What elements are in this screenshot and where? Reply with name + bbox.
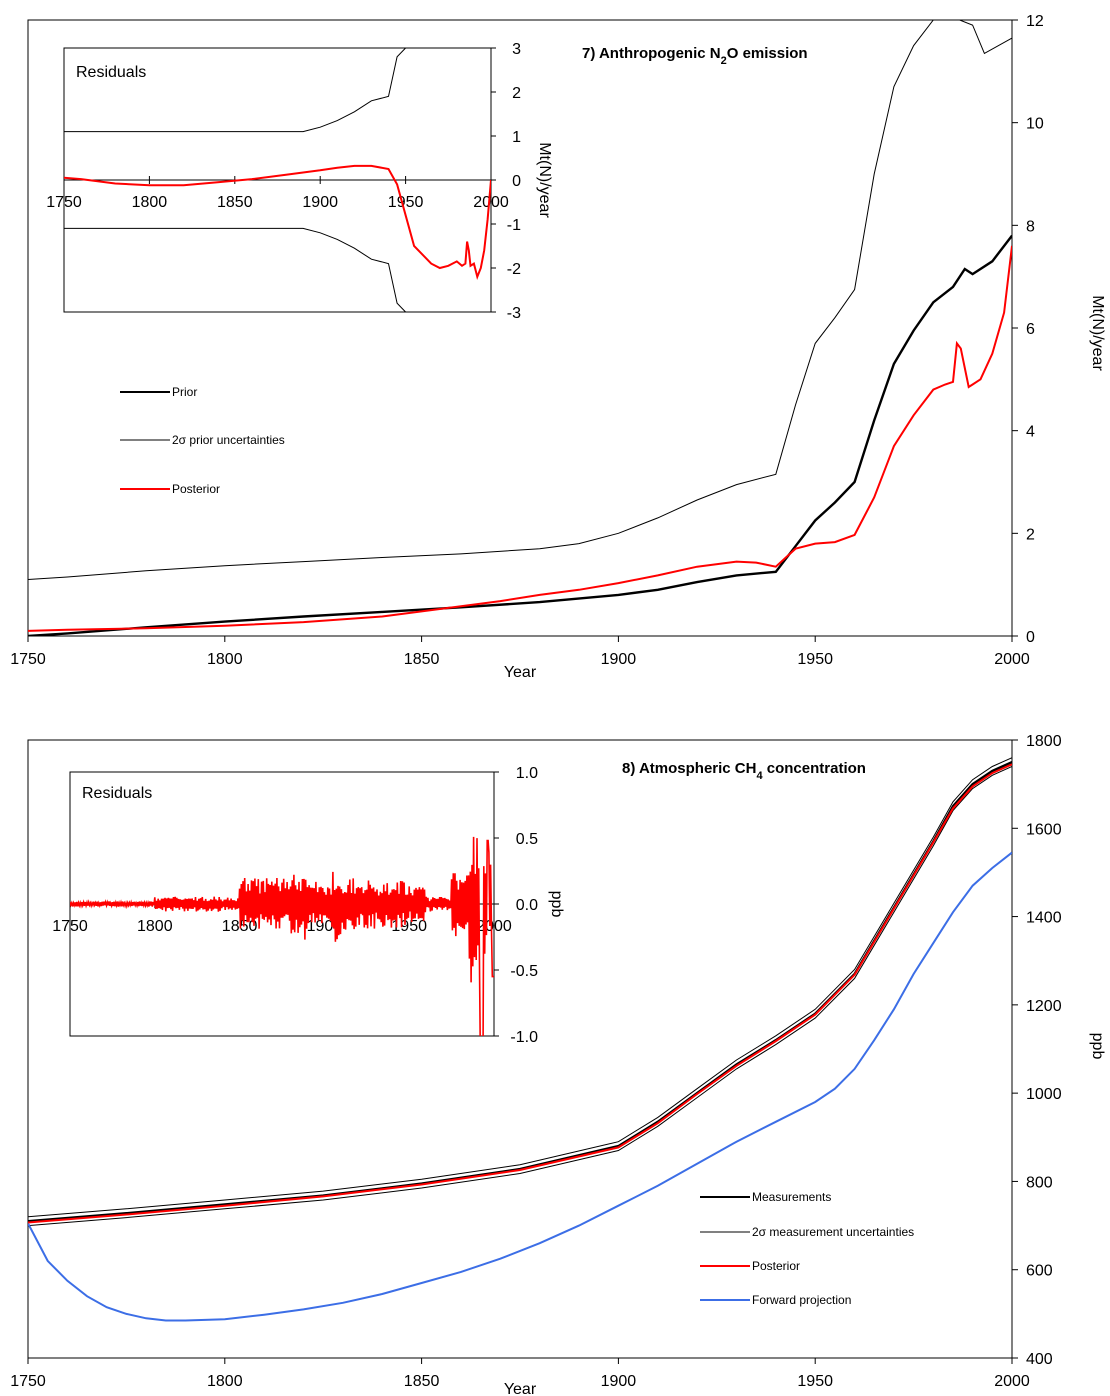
n2o-legend-posterior-label: Posterior xyxy=(172,482,220,496)
n2o-x-tick-label: 1750 xyxy=(10,651,46,668)
n2o-inset-x-tick-label: 1750 xyxy=(46,194,82,211)
ch4-chart-title: 8) Atmospheric CH4 concentration xyxy=(622,760,866,782)
n2o-inset-lower-line xyxy=(64,227,406,312)
n2o-x-tick-label: 2000 xyxy=(994,651,1030,668)
n2o-y-tick-label: 12 xyxy=(1026,13,1044,30)
ch4-x-tick-label: 1800 xyxy=(207,1373,243,1390)
ch4-residuals-inset: Residuals ppb 1750 1800 1850 1900 1950 2000-1… xyxy=(52,765,565,1046)
ch4-inset-residual-line xyxy=(70,836,494,1036)
ch4-inset-y-tick-label: 0.0 xyxy=(516,897,538,914)
ch4-inset-y-tick-label: 0.5 xyxy=(516,831,538,848)
ch4-y-tick-label: 400 xyxy=(1026,1351,1053,1368)
ch4-legend-posterior-label: Posterior xyxy=(752,1259,800,1273)
ch4-inset-series-group xyxy=(70,836,494,1036)
ch4-y-tick-label: 1800 xyxy=(1026,733,1062,750)
n2o-inset-x-tick-label: 1850 xyxy=(217,194,253,211)
n2o-uncertainty-line xyxy=(28,20,1012,580)
ch4-legend-uncertainty-label: 2σ measurement uncertainties xyxy=(752,1225,914,1239)
n2o-residuals-inset: Residuals Mt(N)/year 1750 1800 1850 1900 195… xyxy=(46,41,553,322)
ch4-inset-x-tick-label: 1800 xyxy=(137,918,173,935)
n2o-inset-x-tick-label: 1900 xyxy=(302,194,338,211)
ch4-inset-y-tick-label: -0.5 xyxy=(510,963,538,980)
ch4-axes: 1750 1800 1850 1900 1950 2000 400 600 800 1000 120… xyxy=(10,733,1061,1390)
ch4-legend-forward-label: Forward projection xyxy=(752,1293,851,1307)
n2o-inset-x-tick-label: 1950 xyxy=(388,194,424,211)
n2o-inset-series-group xyxy=(64,48,491,312)
ch4-uncertainty-lower-line xyxy=(28,766,1012,1227)
ch4-series-group xyxy=(28,757,1012,1322)
n2o-inset-y-tick-label: 1 xyxy=(512,129,521,146)
n2o-inset-upper-line xyxy=(64,48,406,133)
n2o-inset-residual-line xyxy=(64,164,491,281)
n2o-inset-title: Residuals xyxy=(76,64,146,81)
ch4-inset-x-tick-label: 1750 xyxy=(52,918,88,935)
n2o-x-tick-label: 1900 xyxy=(601,651,637,668)
ch4-uncertainty-upper-line xyxy=(28,757,1012,1218)
n2o-y-tick-label: 4 xyxy=(1026,424,1035,441)
n2o-inset-y-tick-label: 2 xyxy=(512,85,521,102)
n2o-inset-y-tick-label: -1 xyxy=(507,217,521,234)
ch4-inset-y-axis-title: ppb xyxy=(548,891,565,918)
ch4-series xyxy=(28,757,1012,1322)
n2o-series-group xyxy=(28,20,1012,636)
n2o-inset-axes: 1750 1800 1850 1900 1950 2000 -3 -2 -1 0 1 2 3 xyxy=(46,41,521,322)
n2o-chart-title: 7) Anthropogenic N2O emission xyxy=(582,45,808,67)
n2o-x-axis-title: Year xyxy=(504,664,537,681)
ch4-inset-title: Residuals xyxy=(82,785,152,802)
ch4-inset-y-tick-label: 1.0 xyxy=(516,765,538,782)
n2o-series xyxy=(28,20,1012,636)
n2o-inset-y-axis-title: Mt(N)/year xyxy=(536,142,553,218)
ch4-x-tick-label: 1950 xyxy=(797,1373,833,1390)
n2o-inset-y-tick-label: -3 xyxy=(507,305,521,322)
ch4-x-axis-title: Year xyxy=(504,1381,537,1396)
ch4-x-tick-label: 1750 xyxy=(10,1373,46,1390)
ch4-inset-x-tick-label: 2000 xyxy=(476,918,512,935)
n2o-y-tick-label: 2 xyxy=(1026,526,1035,543)
ch4-legend-measurements-label: Measurements xyxy=(752,1190,831,1204)
n2o-y-tick-label: 6 xyxy=(1026,321,1035,338)
ch4-x-tick-label: 2000 xyxy=(994,1373,1030,1390)
ch4-y-tick-label: 1000 xyxy=(1026,1086,1062,1103)
ch4-forward-line xyxy=(28,851,1012,1322)
ch4-x-tick-label: 1850 xyxy=(404,1373,440,1390)
n2o-y-tick-label: 8 xyxy=(1026,218,1035,235)
n2o-legend: Prior 2σ prior uncertainties Posterior xyxy=(120,385,285,496)
chart-ch4: 1750 1800 1850 1900 1950 2000 400 600 800 1000 120… xyxy=(10,733,1106,1396)
ch4-y-tick-label: 1400 xyxy=(1026,910,1062,927)
n2o-inset-x-tick-label: 2000 xyxy=(473,194,509,211)
ch4-y-tick-label: 1200 xyxy=(1026,998,1062,1015)
n2o-inset-series xyxy=(64,48,491,312)
n2o-posterior-line xyxy=(28,245,1012,632)
n2o-inset-y-tick-label: 3 xyxy=(512,41,521,58)
ch4-inset-x-tick-label: 1950 xyxy=(391,918,427,935)
n2o-y-axis-title: Mt(N)/year xyxy=(1089,295,1106,371)
n2o-legend-prior-label: Prior xyxy=(172,385,197,399)
n2o-y-tick-label: 10 xyxy=(1026,116,1044,133)
ch4-y-tick-label: 800 xyxy=(1026,1174,1053,1191)
ch4-inset-series xyxy=(70,836,494,1036)
n2o-y-tick-label: 0 xyxy=(1026,629,1035,646)
n2o-legend-uncertainty-label: 2σ prior uncertainties xyxy=(172,433,285,447)
n2o-x-tick-label: 1850 xyxy=(404,651,440,668)
n2o-inset-y-tick-label: -2 xyxy=(507,261,521,278)
ch4-posterior-line xyxy=(28,763,1012,1224)
ch4-inset-y-tick-label: -1.0 xyxy=(510,1029,538,1046)
n2o-inset-y-tick-label: 0 xyxy=(512,173,521,190)
ch4-x-tick-label: 1900 xyxy=(601,1373,637,1390)
n2o-x-tick-label: 1800 xyxy=(207,651,243,668)
n2o-x-tick-label: 1950 xyxy=(797,651,833,668)
ch4-y-tick-label: 1600 xyxy=(1026,821,1062,838)
ch4-legend: Measurements 2σ measurement uncertaintie… xyxy=(700,1190,914,1307)
n2o-inset-x-tick-label: 1800 xyxy=(132,194,168,211)
ch4-y-tick-label: 600 xyxy=(1026,1263,1053,1280)
ch4-y-axis-title: ppb xyxy=(1089,1033,1106,1060)
